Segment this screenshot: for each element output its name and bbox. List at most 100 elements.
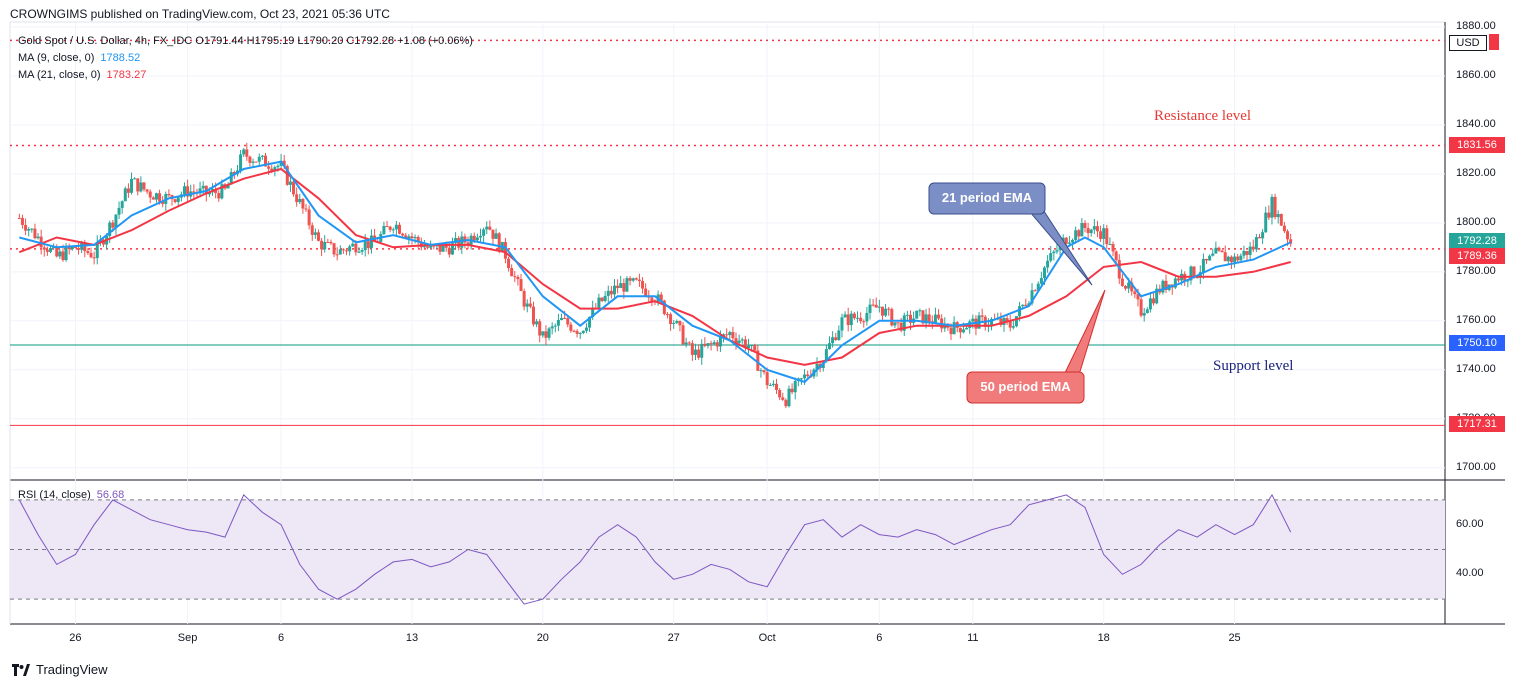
candle-up bbox=[1108, 244, 1112, 246]
candle-down bbox=[1111, 244, 1115, 252]
candle-up bbox=[36, 236, 40, 239]
candle-up bbox=[1233, 256, 1237, 263]
candle-up bbox=[840, 317, 844, 331]
candle-down bbox=[503, 242, 507, 259]
candle-down bbox=[1164, 280, 1168, 290]
candle-up bbox=[1264, 212, 1268, 233]
candle-down bbox=[192, 191, 196, 193]
candle-up bbox=[1102, 228, 1106, 239]
ma9-legend[interactable]: MA (9, close, 0) 1788.52 bbox=[18, 52, 140, 64]
candle-down bbox=[697, 349, 701, 358]
candle-down bbox=[937, 314, 941, 319]
candle-up bbox=[1145, 309, 1149, 314]
top-level-tag bbox=[1489, 34, 1499, 50]
candle-down bbox=[846, 314, 850, 326]
candle-up bbox=[902, 315, 906, 331]
candle-up bbox=[631, 278, 635, 281]
candle-up bbox=[450, 243, 454, 255]
candle-up bbox=[1089, 229, 1093, 234]
symbol-legend[interactable]: Gold Spot / U.S. Dollar, 4h, FX_IDC O179… bbox=[18, 35, 473, 47]
time-tick-label: 11 bbox=[967, 632, 979, 644]
candle-down bbox=[167, 194, 171, 196]
horizontal-levels bbox=[10, 39, 1445, 426]
candle-up bbox=[787, 388, 791, 407]
candle-up bbox=[257, 156, 261, 162]
candle-down bbox=[491, 229, 495, 239]
currency-tag[interactable]: USD bbox=[1449, 35, 1487, 51]
ma21-legend[interactable]: MA (21, close, 0) 1783.27 bbox=[18, 69, 146, 81]
candle-down bbox=[173, 199, 177, 203]
candle-up bbox=[1214, 247, 1218, 254]
tradingview-logo-icon bbox=[12, 663, 30, 676]
candle-up bbox=[239, 154, 243, 171]
ma9-label: MA (9, close, 0) bbox=[18, 52, 95, 64]
footer: TradingView bbox=[12, 662, 108, 677]
candle-down bbox=[214, 188, 218, 194]
candle-up bbox=[123, 188, 127, 202]
candle-down bbox=[397, 224, 401, 234]
price-tick-label: 1860.00 bbox=[1456, 68, 1496, 81]
candle-up bbox=[849, 313, 853, 326]
ema50-line bbox=[18, 167, 1291, 366]
candle-down bbox=[89, 252, 93, 258]
candle-down bbox=[39, 236, 43, 248]
candle-up bbox=[260, 155, 264, 157]
candle-up bbox=[712, 342, 716, 345]
candle-up bbox=[108, 222, 112, 237]
candle-up bbox=[391, 229, 395, 231]
candle-up bbox=[737, 340, 741, 344]
candle-down bbox=[83, 243, 87, 252]
candle-up bbox=[351, 243, 355, 247]
candle-up bbox=[799, 378, 803, 380]
candle-up bbox=[933, 314, 937, 324]
candle-up bbox=[475, 237, 479, 241]
candle-down bbox=[665, 314, 669, 316]
candle-down bbox=[92, 257, 96, 259]
candle-down bbox=[1251, 246, 1255, 250]
candle-down bbox=[1282, 225, 1286, 232]
candle-up bbox=[407, 236, 411, 239]
candle-up bbox=[454, 238, 458, 244]
rsi-tick-label: 40.00 bbox=[1456, 567, 1484, 580]
candle-down bbox=[354, 243, 358, 253]
candle-down bbox=[980, 315, 984, 317]
candle-up bbox=[759, 370, 763, 372]
candle-down bbox=[862, 321, 866, 323]
candle-down bbox=[669, 314, 673, 325]
candle-down bbox=[1245, 250, 1249, 255]
candle-up bbox=[619, 283, 623, 289]
time-tick-label: 6 bbox=[876, 632, 883, 644]
candle-down bbox=[522, 291, 526, 307]
ema21-line bbox=[19, 160, 1292, 384]
candle-up bbox=[843, 314, 847, 318]
candle-up bbox=[535, 321, 539, 325]
candle-down bbox=[949, 327, 953, 335]
candle-down bbox=[725, 334, 729, 336]
candle-up bbox=[827, 343, 831, 350]
candle-down bbox=[316, 232, 320, 241]
rsi-legend[interactable]: RSI (14, close) 56.68 bbox=[18, 489, 124, 501]
candle-down bbox=[1273, 196, 1277, 218]
candle-up bbox=[1201, 258, 1205, 273]
candle-up bbox=[1239, 255, 1243, 261]
candle-up bbox=[1039, 278, 1043, 284]
candle-down bbox=[1077, 230, 1081, 237]
candle-up bbox=[485, 226, 489, 230]
candle-up bbox=[369, 235, 373, 249]
candle-up bbox=[1173, 278, 1177, 288]
candle-up bbox=[893, 322, 897, 326]
candle-down bbox=[784, 399, 788, 407]
candle-up bbox=[1248, 246, 1252, 255]
current-price-tag: 1792.28 bbox=[1449, 233, 1505, 249]
candle-up bbox=[49, 248, 53, 252]
candle-down bbox=[644, 288, 648, 297]
candle-down bbox=[600, 297, 604, 302]
time-tick-label: 6 bbox=[278, 632, 285, 644]
candle-down bbox=[385, 226, 389, 228]
candle-down bbox=[806, 374, 810, 377]
candle-down bbox=[497, 233, 501, 252]
candle-up bbox=[154, 193, 158, 200]
candle-up bbox=[139, 182, 143, 192]
candle-down bbox=[544, 331, 548, 338]
